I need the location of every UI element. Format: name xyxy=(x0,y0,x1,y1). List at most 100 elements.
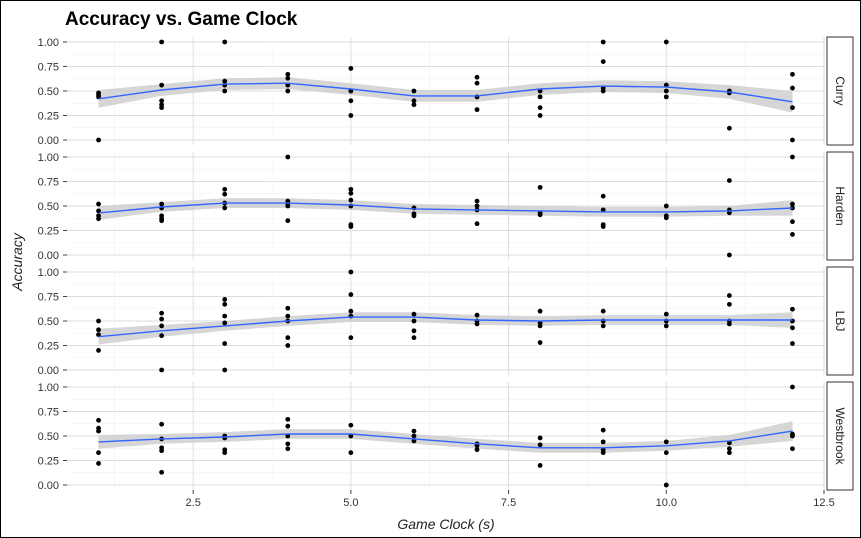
data-point xyxy=(159,105,165,111)
data-point xyxy=(285,154,291,160)
data-point xyxy=(96,327,101,333)
data-point xyxy=(790,433,795,439)
y-tick-label: 0.00 xyxy=(38,365,59,377)
facet-panel-westbrook: 0.00 0.25 0.50 0.75 1.00 Westbrook xyxy=(38,381,854,492)
data-point xyxy=(726,210,732,216)
chart-title: Accuracy vs. Game Clock xyxy=(65,9,298,30)
data-point xyxy=(411,438,417,444)
data-point xyxy=(411,318,417,324)
data-point xyxy=(411,102,417,108)
data-point xyxy=(348,190,354,196)
y-tick-label: 0.25 xyxy=(38,226,59,238)
y-tick-label: 1.00 xyxy=(38,152,59,164)
data-point xyxy=(411,335,417,341)
data-point xyxy=(348,422,354,428)
confidence-band xyxy=(98,77,793,113)
data-point xyxy=(348,308,354,314)
y-tick-label: 0.00 xyxy=(38,135,59,147)
data-point xyxy=(285,88,291,94)
data-point xyxy=(222,205,228,211)
data-point xyxy=(600,308,606,314)
x-tick-label: 12.5 xyxy=(813,497,834,509)
y-tick-label: 0.25 xyxy=(38,456,59,468)
data-point xyxy=(474,443,480,449)
data-points xyxy=(96,39,795,143)
data-point xyxy=(96,450,101,456)
y-tick-label: 0.75 xyxy=(38,62,59,74)
data-point xyxy=(790,306,795,312)
data-point xyxy=(222,320,228,326)
data-point xyxy=(222,313,228,319)
data-point xyxy=(726,125,732,131)
data-point xyxy=(222,301,228,307)
data-point xyxy=(285,343,291,348)
data-point xyxy=(474,321,480,327)
data-point xyxy=(96,90,101,96)
facet-panel-lbj: 0.00 0.25 0.50 0.75 1.00 LBJ xyxy=(38,266,854,377)
data-point xyxy=(600,427,606,433)
data-point xyxy=(285,203,291,209)
data-point xyxy=(537,323,543,329)
smooth-line xyxy=(98,430,793,449)
facet-strip xyxy=(826,266,854,376)
data-point xyxy=(790,154,795,160)
data-point xyxy=(348,98,354,104)
data-point xyxy=(600,59,606,64)
data-point xyxy=(663,482,669,488)
x-tick-label: 2.5 xyxy=(186,497,201,509)
confidence-band xyxy=(98,312,793,345)
data-points xyxy=(96,154,795,258)
data-point xyxy=(663,203,669,209)
data-point xyxy=(537,308,543,314)
data-point xyxy=(222,186,228,192)
data-point xyxy=(96,348,101,353)
data-point xyxy=(159,469,165,475)
data-point xyxy=(726,450,732,456)
smooth-line xyxy=(98,202,793,214)
facet-strip xyxy=(826,36,854,146)
data-point xyxy=(537,212,543,218)
data-point xyxy=(537,113,543,118)
data-point xyxy=(96,461,101,466)
data-point xyxy=(348,224,354,229)
data-point xyxy=(474,80,480,86)
data-point xyxy=(96,318,101,324)
facet-panel-curry: 0.00 0.25 0.50 0.75 1.00 Curry xyxy=(38,36,854,147)
data-point xyxy=(600,439,606,445)
data-point xyxy=(411,311,417,317)
data-point xyxy=(663,39,669,45)
y-tick-label: 0.50 xyxy=(38,316,59,328)
data-point xyxy=(285,441,291,447)
facet-strip-label: Curry xyxy=(833,76,847,105)
data-point xyxy=(348,66,354,71)
data-point xyxy=(600,88,606,94)
y-tick-label: 0.50 xyxy=(38,86,59,98)
data-point xyxy=(600,323,606,329)
y-tick-label: 1.00 xyxy=(38,267,59,279)
data-point xyxy=(474,221,480,227)
data-point xyxy=(726,252,732,258)
data-point xyxy=(222,39,228,45)
data-point xyxy=(222,191,228,197)
data-point xyxy=(411,213,417,219)
data-point xyxy=(96,428,101,434)
data-point xyxy=(790,341,795,346)
data-point xyxy=(96,201,101,207)
data-point xyxy=(411,205,417,211)
data-point xyxy=(726,293,732,298)
data-point xyxy=(663,88,669,94)
data-point xyxy=(790,219,795,225)
y-tick-label: 1.00 xyxy=(38,37,59,49)
x-tick-label: 7.5 xyxy=(501,497,516,509)
data-point xyxy=(537,340,543,345)
data-point xyxy=(663,215,669,221)
data-point xyxy=(159,82,165,88)
data-point xyxy=(600,39,606,45)
x-tick-label: 5.0 xyxy=(343,497,358,509)
data-point xyxy=(348,450,354,456)
data-point xyxy=(348,269,354,275)
data-point xyxy=(790,232,795,237)
facet-strip-label: LBJ xyxy=(833,311,847,332)
data-point xyxy=(790,137,795,143)
